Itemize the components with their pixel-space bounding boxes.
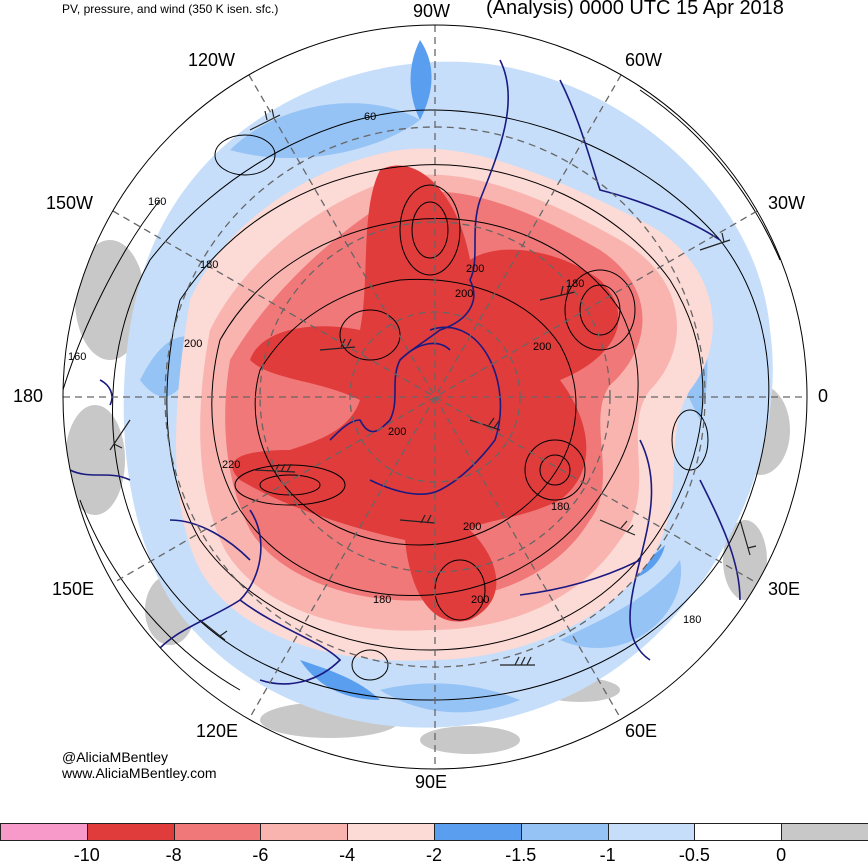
- contour-label: 180: [373, 594, 391, 606]
- colorbar-swatch: [607, 823, 696, 841]
- colorbar-tick-label: -6: [252, 845, 269, 865]
- lon-label-30e: 30E: [768, 579, 801, 599]
- colorbar-swatch: [694, 823, 783, 841]
- contour-label: 200: [184, 338, 202, 350]
- colorbar-swatch: [86, 823, 175, 841]
- lon-label-180: 180: [13, 386, 44, 406]
- colorbar-swatch: [434, 823, 522, 841]
- pressure-contours: [63, 89, 781, 701]
- contour-label: 180: [566, 278, 584, 290]
- colorbar-swatch: [520, 823, 609, 841]
- contour-label-group: 60 160 180 200 160 200 180 200 200 220 2…: [68, 111, 701, 626]
- colorbar-swatch: [0, 823, 88, 841]
- colorbar-tick-label: -1: [599, 845, 616, 865]
- lon-label-150e: 150E: [52, 579, 95, 599]
- map-title: (Analysis) 0000 UTC 15 Apr 2018: [486, 0, 784, 19]
- lon-label-90e: 90E: [415, 772, 448, 792]
- contour-label: 160: [68, 351, 86, 363]
- strong-red-pv-region: [232, 165, 619, 622]
- colorbar-swatch: [173, 823, 262, 841]
- colorbar-tick-label: -0.5: [678, 845, 710, 865]
- contour-label: 200: [471, 594, 489, 606]
- colorbar-tick-label: -10: [73, 845, 100, 865]
- lon-label-120w: 120W: [188, 50, 236, 70]
- map-disc: [63, 25, 807, 769]
- colorbar-tick-label: -2: [425, 845, 443, 865]
- contour-label: 180: [683, 614, 701, 626]
- lon-label-60e: 60E: [625, 721, 658, 741]
- contour-label: 160: [148, 196, 166, 208]
- contour-label: 180: [551, 501, 569, 513]
- contour-label: 200: [533, 341, 551, 353]
- contour-label: 180: [200, 259, 218, 271]
- lon-label-30w: 30W: [768, 193, 806, 213]
- colorbar-tick-label: -8: [165, 845, 182, 865]
- contour-label: 200: [463, 521, 481, 533]
- contour-label: 200: [388, 426, 406, 438]
- map-boundary: [62, 24, 808, 770]
- colorbar-tick-label: -1.5: [505, 845, 537, 865]
- lon-label-0: 0: [818, 386, 829, 406]
- colorbar: [0, 823, 868, 841]
- lon-label-60w: 60W: [625, 50, 663, 70]
- colorbar-swatch: [260, 823, 349, 841]
- contour-label: 200: [466, 263, 484, 275]
- colorbar-tick-label: 0: [776, 845, 787, 865]
- colorbar-swatch: [781, 823, 868, 841]
- graticule: [63, 25, 807, 769]
- colorbar-swatch: [347, 823, 435, 841]
- lon-label-150w: 150W: [46, 193, 94, 213]
- credit-url[interactable]: www.AliciaMBentley.com: [62, 765, 217, 781]
- lon-label-120e: 120E: [196, 721, 239, 741]
- contour-label: 220: [222, 459, 240, 471]
- colorbar-tick-label: -4: [339, 845, 356, 865]
- wind-barbs: [109, 108, 757, 666]
- lon-label-90w: 90W: [413, 1, 451, 21]
- coastlines: [69, 59, 741, 685]
- map-subtitle: PV, pressure, and wind (350 K isen. sfc.…: [62, 2, 279, 16]
- contour-label: 60: [364, 111, 376, 123]
- credit-handle: @AliciaMBentley: [62, 749, 169, 765]
- contour-label: 200: [455, 288, 473, 300]
